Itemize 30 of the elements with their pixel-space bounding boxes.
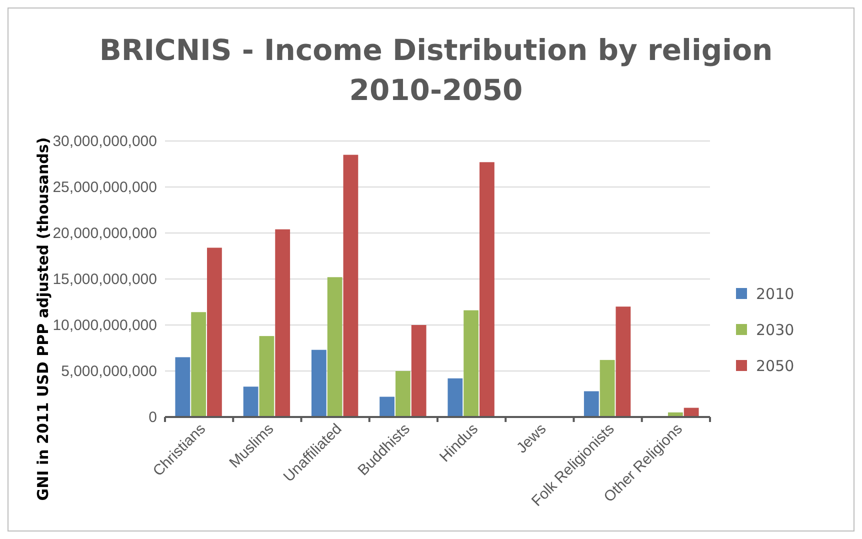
bar bbox=[311, 350, 326, 417]
y-tick-label: 15,000,000,000 bbox=[52, 270, 157, 288]
bar bbox=[175, 357, 190, 417]
bar bbox=[411, 325, 426, 417]
bar bbox=[275, 229, 290, 417]
chart-title: BRICNIS - Income Distribution by religion 2010-2050 bbox=[99, 33, 773, 107]
y-tick-label: 0 bbox=[148, 408, 157, 426]
y-tick-label: 30,000,000,000 bbox=[52, 132, 157, 150]
bar bbox=[327, 277, 342, 417]
bar bbox=[616, 306, 631, 417]
bar bbox=[395, 371, 410, 417]
y-tick-label: 10,000,000,000 bbox=[52, 316, 157, 334]
legend-label: 2010 bbox=[756, 285, 794, 303]
y-tick-label: 25,000,000,000 bbox=[52, 178, 157, 196]
legend-label: 2030 bbox=[756, 321, 794, 339]
bar bbox=[343, 154, 358, 417]
bar bbox=[243, 386, 258, 417]
legend-label: 2050 bbox=[756, 357, 794, 375]
y-tick-label: 5,000,000,000 bbox=[61, 362, 157, 380]
bar bbox=[448, 378, 463, 417]
bar bbox=[191, 312, 206, 417]
bar bbox=[380, 396, 394, 417]
bar bbox=[259, 336, 274, 417]
y-axis-title: GNI in 2011 USD PPP adjusted (thousands) bbox=[34, 137, 52, 501]
y-tick-label: 20,000,000,000 bbox=[52, 224, 157, 242]
bar bbox=[584, 391, 599, 417]
bar bbox=[207, 248, 222, 417]
bar bbox=[480, 162, 494, 417]
bar bbox=[600, 360, 615, 417]
bar bbox=[464, 310, 479, 417]
